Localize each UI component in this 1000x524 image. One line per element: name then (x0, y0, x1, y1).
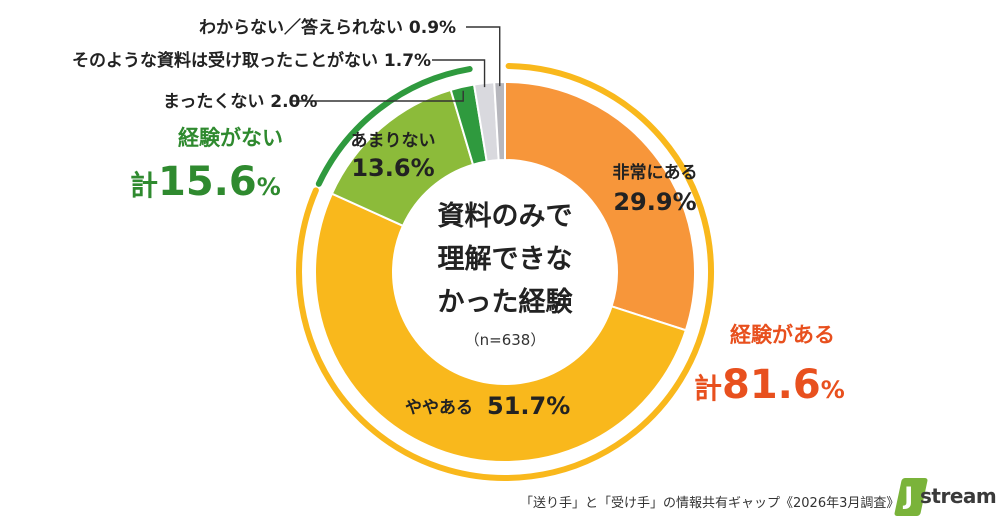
slice-label-value-0: 29.9% (613, 188, 696, 216)
leader-line-5 (466, 26, 501, 87)
leader-line-4 (432, 59, 486, 88)
slice-label-name-1: ややある (405, 398, 473, 418)
leader-line-3 (292, 90, 464, 102)
group-no-total: 計15.6% (130, 159, 281, 205)
group-no-name: 経験がない (178, 126, 283, 150)
center-title-line-1: 資料のみで (438, 201, 573, 232)
center-title-line-2: 理解できな (438, 244, 573, 275)
group-no-total-value: 15.6 (158, 159, 257, 205)
slice-label-name-0: 非常にある (613, 162, 698, 183)
group-no-ring (315, 66, 473, 187)
source-caption: 「送り手」と「受け手」の情報共有ギャップ《2026年3月調査》 (520, 496, 900, 511)
slice-5 (493, 80, 506, 162)
slice-label-name-2: あまりない (351, 131, 436, 151)
slice-label-value-1: 51.7% (487, 392, 570, 420)
group-yes-pct: % (821, 376, 845, 404)
logo-text: stream (920, 484, 997, 508)
jstream-logo: stream (893, 478, 997, 518)
group-no-pct: % (257, 173, 281, 201)
group-yes-total-value: 81.6 (722, 362, 821, 408)
slice-0 (504, 80, 696, 332)
slice-label-4: そのような資料は受け取ったことがない 1.7% (72, 50, 431, 71)
slice-label-3: まったくない 2.0% (163, 92, 317, 112)
donut-slices (314, 80, 696, 463)
leader-lines (292, 26, 501, 102)
slice-label-5: わからない／答えられない 0.9% (199, 17, 456, 38)
slice-label-value-2: 13.6% (351, 154, 434, 182)
group-yes-total: 計81.6% (694, 362, 845, 408)
center-title-line-3: かった経験 (438, 286, 574, 318)
sample-size-note: （n=638） (465, 331, 546, 349)
slice-labels: 非常にある 29.9% ややある 51.7% あまりない 13.6% まったくない 2.0%… (72, 17, 698, 420)
group-rings (296, 63, 714, 481)
slice-1 (314, 192, 688, 463)
group-yes-ring (296, 63, 714, 481)
group-no-kei: 計 (130, 169, 158, 202)
group-yes-name: 経験がある (730, 323, 835, 347)
group-yes-kei: 計 (694, 372, 722, 405)
